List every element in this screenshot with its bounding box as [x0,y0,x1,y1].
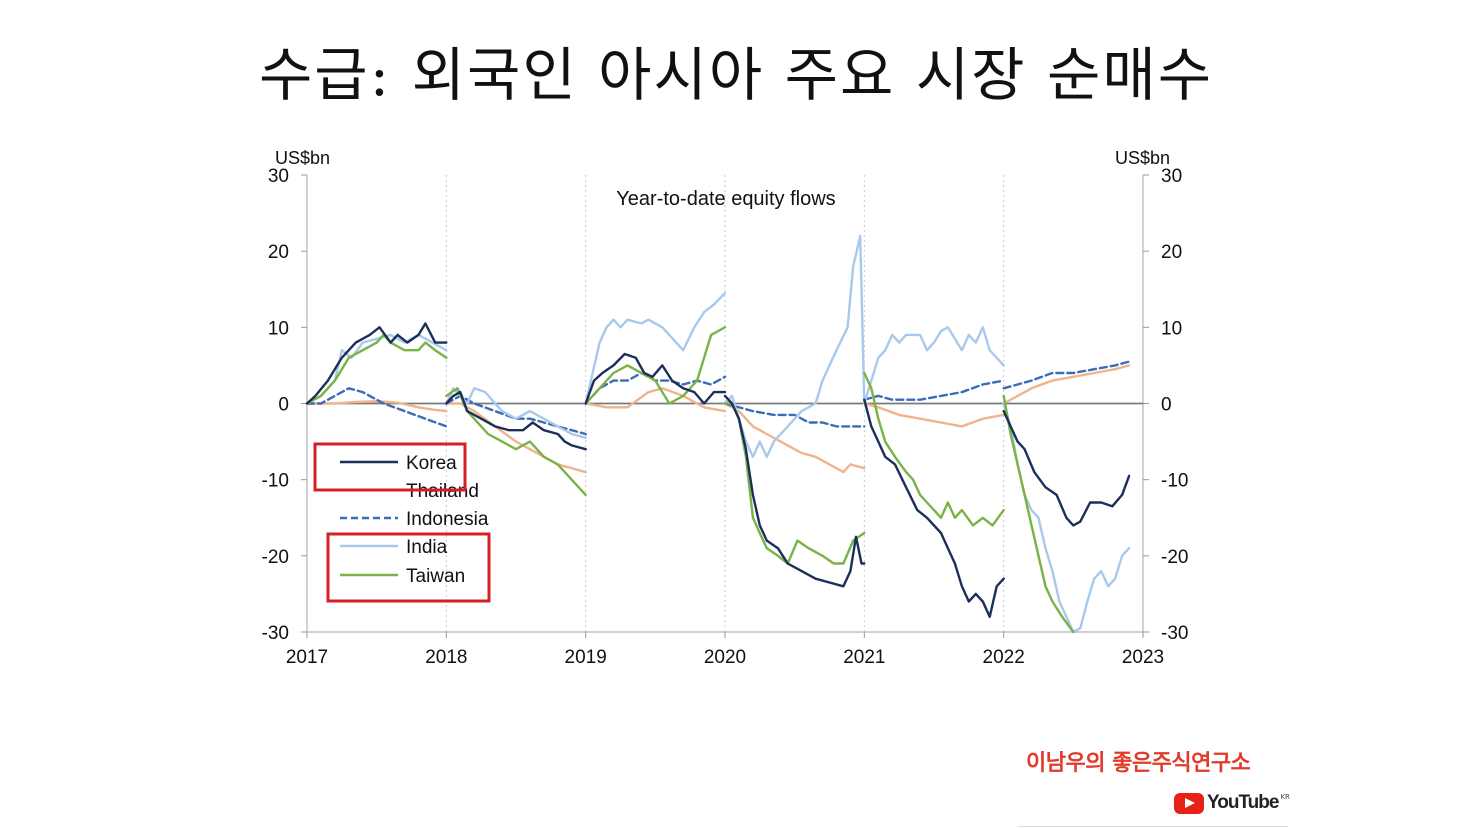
series-line-thailand [305,400,448,413]
x-tick-label: 2018 [425,647,467,668]
youtube-wordmark: YouTube [1207,792,1279,813]
series-line-taiwan [863,371,1005,527]
series-line-indonesia [584,371,727,405]
x-tick-label: 2019 [565,647,607,668]
legend-label-taiwan: Taiwan [406,566,465,587]
x-tick-label: 2022 [983,647,1025,668]
x-tick-label: 2021 [843,647,885,668]
series-line-korea [1002,409,1131,527]
legend-label-korea: Korea [406,453,457,474]
y-tick-label-left: 30 [268,166,289,187]
series-line-indonesia [305,387,448,428]
y-tick-label-left: 10 [268,318,289,339]
series-line-indonesia [1002,360,1131,390]
y-tick-label-right: 20 [1161,242,1182,263]
y-tick-label-left: -30 [262,623,289,644]
y-tick-label-left: -20 [262,547,289,568]
youtube-logo: YouTube KR [1174,792,1290,814]
highlight-box-korea [313,442,467,492]
y-tick-label-right: -20 [1161,547,1188,568]
y-tick-label-left: 20 [268,242,289,263]
highlight-box-india-taiwan [326,532,491,603]
x-tick-label: 2017 [286,647,328,668]
series-line-korea [305,322,448,405]
channel-watermark: 이남우의 좋은주식연구소 [1026,751,1251,776]
series-line-indonesia [445,394,587,436]
youtube-region: KR [1280,793,1290,801]
series-line-indonesia [723,402,866,428]
y-tick-label-right: -10 [1161,471,1188,492]
slide-title: 수급: 외국인 아시아 주요 시장 순매수 [258,41,1214,109]
series-line-korea [723,394,866,588]
youtube-play-icon [1174,792,1204,814]
series-line-taiwan [1002,394,1075,634]
series-line-korea [863,398,1005,618]
series-line-thailand [445,402,587,474]
y-tick-label-right: -30 [1161,623,1188,644]
y-tick-label-right: 0 [1161,395,1172,416]
series-line-thailand [863,402,1005,428]
chart-grid [445,175,1005,632]
series-line-korea [445,390,587,451]
y-tick-label-left: -10 [262,471,289,492]
x-tick-label: 2020 [704,647,746,668]
series-line-taiwan [305,333,448,405]
y-axis-right-unit: US$bn [1115,148,1170,168]
chart-title: Year-to-date equity flows [616,188,835,210]
y-tick-label-left: 0 [278,395,289,416]
bottom-divider [1018,826,1288,827]
y-tick-label-right: 10 [1161,318,1182,339]
x-tick-label: 2023 [1122,647,1164,668]
series-line-thailand [723,402,866,474]
legend-label-india: India [406,537,448,558]
series-line-thailand [584,387,727,413]
legend-label-indonesia: Indonesia [406,509,489,530]
series-line-india [305,333,448,405]
series-line-india [584,291,727,405]
series-line-taiwan [584,326,727,405]
series-line-thailand [1002,364,1131,405]
series-line-korea [584,352,727,405]
y-axis-left-unit: US$bn [275,148,330,168]
series-line-indonesia [863,379,1005,401]
chart-lines [305,234,1131,634]
y-tick-label-right: 30 [1161,166,1182,187]
